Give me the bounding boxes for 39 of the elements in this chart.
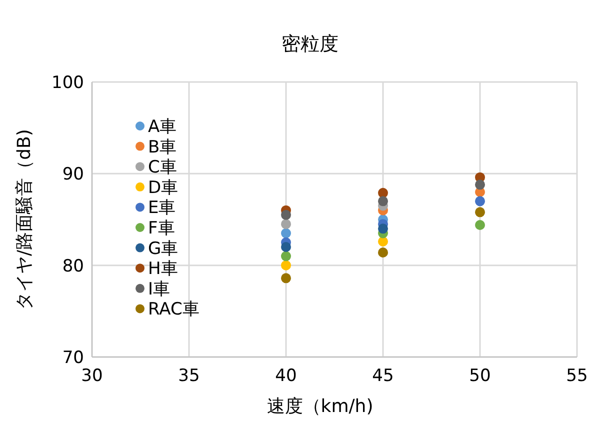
- point: [281, 210, 291, 220]
- legend-label: D車: [148, 178, 178, 198]
- x-tick-label: 45: [372, 366, 394, 386]
- point: [475, 180, 485, 190]
- point: [475, 207, 485, 218]
- y-tick-label: 100: [52, 73, 84, 93]
- y-tick-label: 80: [62, 256, 84, 276]
- point: [281, 260, 291, 270]
- x-tick-label: 40: [275, 366, 297, 386]
- legend-label: F車: [148, 218, 175, 238]
- y-axis-title: タイヤ/路面騒音（dB): [14, 129, 35, 310]
- legend-label: G車: [148, 238, 178, 259]
- point: [378, 236, 388, 246]
- point: [281, 242, 291, 252]
- y-tick-label: 70: [62, 348, 84, 368]
- point: [378, 196, 388, 206]
- legend-label: I車: [148, 279, 170, 300]
- point: [281, 273, 291, 284]
- x-tick-label: 50: [469, 366, 491, 386]
- point: [475, 220, 485, 230]
- chart-title: 密粒度: [282, 33, 338, 55]
- legend-label: A車: [148, 117, 177, 137]
- legend-label: B車: [148, 137, 177, 158]
- legend-label: E車: [148, 198, 176, 218]
- point: [281, 228, 291, 238]
- point: [378, 224, 388, 234]
- point: [378, 188, 388, 198]
- x-tick-label: 35: [178, 366, 200, 386]
- legend-label: H車: [148, 259, 178, 280]
- point: [281, 219, 291, 230]
- x-tick-label: 55: [566, 366, 588, 386]
- legend-label: C車: [148, 158, 177, 178]
- point: [281, 251, 291, 262]
- x-tick-label: 30: [81, 366, 103, 386]
- y-tick-label: 90: [62, 164, 84, 185]
- point: [378, 248, 388, 258]
- x-axis-title: 速度（km/h): [266, 396, 374, 417]
- point: [475, 196, 485, 206]
- legend-label: RAC車: [148, 300, 200, 320]
